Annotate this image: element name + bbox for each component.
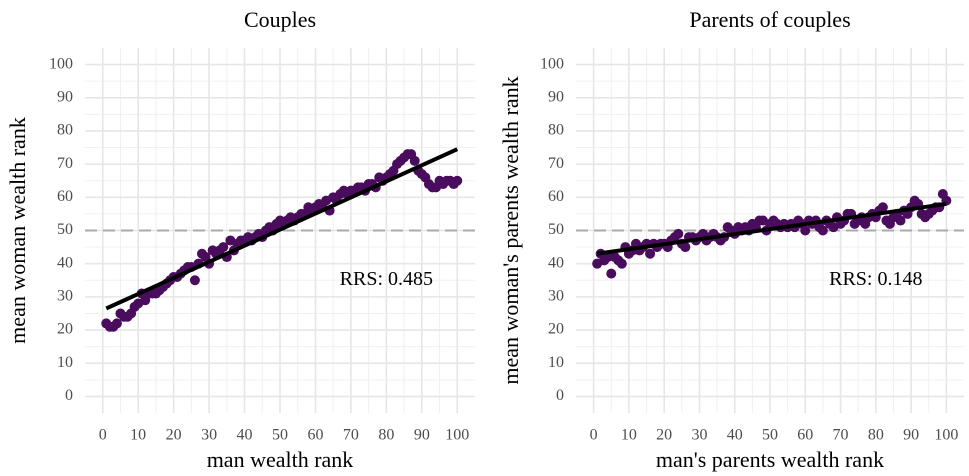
y-axis-title: mean woman wealth rank — [5, 117, 30, 344]
point — [800, 225, 811, 236]
x-tick-label: 50 — [762, 427, 778, 444]
point — [606, 268, 617, 279]
x-tick-label: 0 — [99, 427, 107, 444]
point — [616, 258, 627, 269]
y-tick-label: 60 — [57, 188, 73, 205]
x-tick-label: 80 — [378, 427, 394, 444]
chart-title: Parents of couples — [689, 7, 850, 32]
chart-title: Couples — [244, 7, 316, 32]
point — [645, 248, 656, 259]
y-tick-label: 10 — [548, 354, 564, 371]
x-tick-label: 20 — [166, 427, 182, 444]
x-tick-label: 90 — [903, 427, 919, 444]
x-tick-label: 60 — [797, 427, 813, 444]
y-tick-label: 40 — [548, 254, 564, 271]
y-tick-label: 100 — [49, 55, 73, 72]
y-tick-label: 50 — [57, 221, 73, 238]
x-axis-title: man wealth rank — [207, 447, 354, 472]
x-axis-title: man's parents wealth rank — [656, 447, 884, 472]
point — [877, 202, 888, 213]
annotation: RRS: 0.148 — [829, 268, 922, 290]
x-tick-label: 100 — [445, 427, 469, 444]
y-tick-label: 10 — [57, 354, 73, 371]
point — [111, 318, 122, 329]
x-tick-label: 0 — [590, 427, 598, 444]
fit-line — [105, 147, 459, 311]
point — [817, 225, 828, 236]
y-tick-label: 80 — [57, 122, 73, 139]
point — [189, 275, 200, 286]
y-tick-label: 60 — [548, 188, 564, 205]
point — [673, 228, 684, 239]
x-tick-label: 10 — [130, 427, 146, 444]
y-tick-label: 70 — [548, 155, 564, 172]
x-tick-label: 30 — [201, 427, 217, 444]
y-tick-label: 0 — [65, 387, 73, 404]
y-tick-label: 80 — [548, 122, 564, 139]
y-tick-label: 0 — [556, 387, 564, 404]
y-tick-label: 30 — [57, 288, 73, 305]
x-tick-label: 40 — [237, 427, 253, 444]
fit-line — [596, 201, 947, 256]
x-tick-label: 90 — [414, 427, 430, 444]
x-tick-label: 20 — [656, 427, 672, 444]
y-tick-label: 40 — [57, 254, 73, 271]
y-axis-title: mean woman's parents wealth rank — [498, 76, 523, 384]
x-tick-label: 40 — [727, 427, 743, 444]
x-tick-label: 30 — [691, 427, 707, 444]
x-tick-label: 50 — [272, 427, 288, 444]
point — [409, 155, 420, 166]
y-tick-label: 100 — [540, 55, 564, 72]
y-tick-label: 50 — [548, 221, 564, 238]
x-tick-label: 80 — [868, 427, 884, 444]
point — [218, 242, 229, 253]
point — [680, 242, 691, 253]
annotation: RRS: 0.485 — [340, 268, 433, 290]
x-tick-label: 100 — [934, 427, 958, 444]
y-tick-label: 90 — [57, 88, 73, 105]
point — [452, 175, 463, 186]
x-tick-label: 60 — [307, 427, 323, 444]
y-tick-label: 90 — [548, 88, 564, 105]
point — [895, 215, 906, 226]
y-tick-label: 70 — [57, 155, 73, 172]
x-tick-label: 70 — [343, 427, 359, 444]
y-tick-label: 20 — [548, 321, 564, 338]
x-tick-label: 10 — [621, 427, 637, 444]
y-tick-label: 20 — [57, 321, 73, 338]
y-tick-label: 30 — [548, 288, 564, 305]
x-tick-label: 70 — [833, 427, 849, 444]
